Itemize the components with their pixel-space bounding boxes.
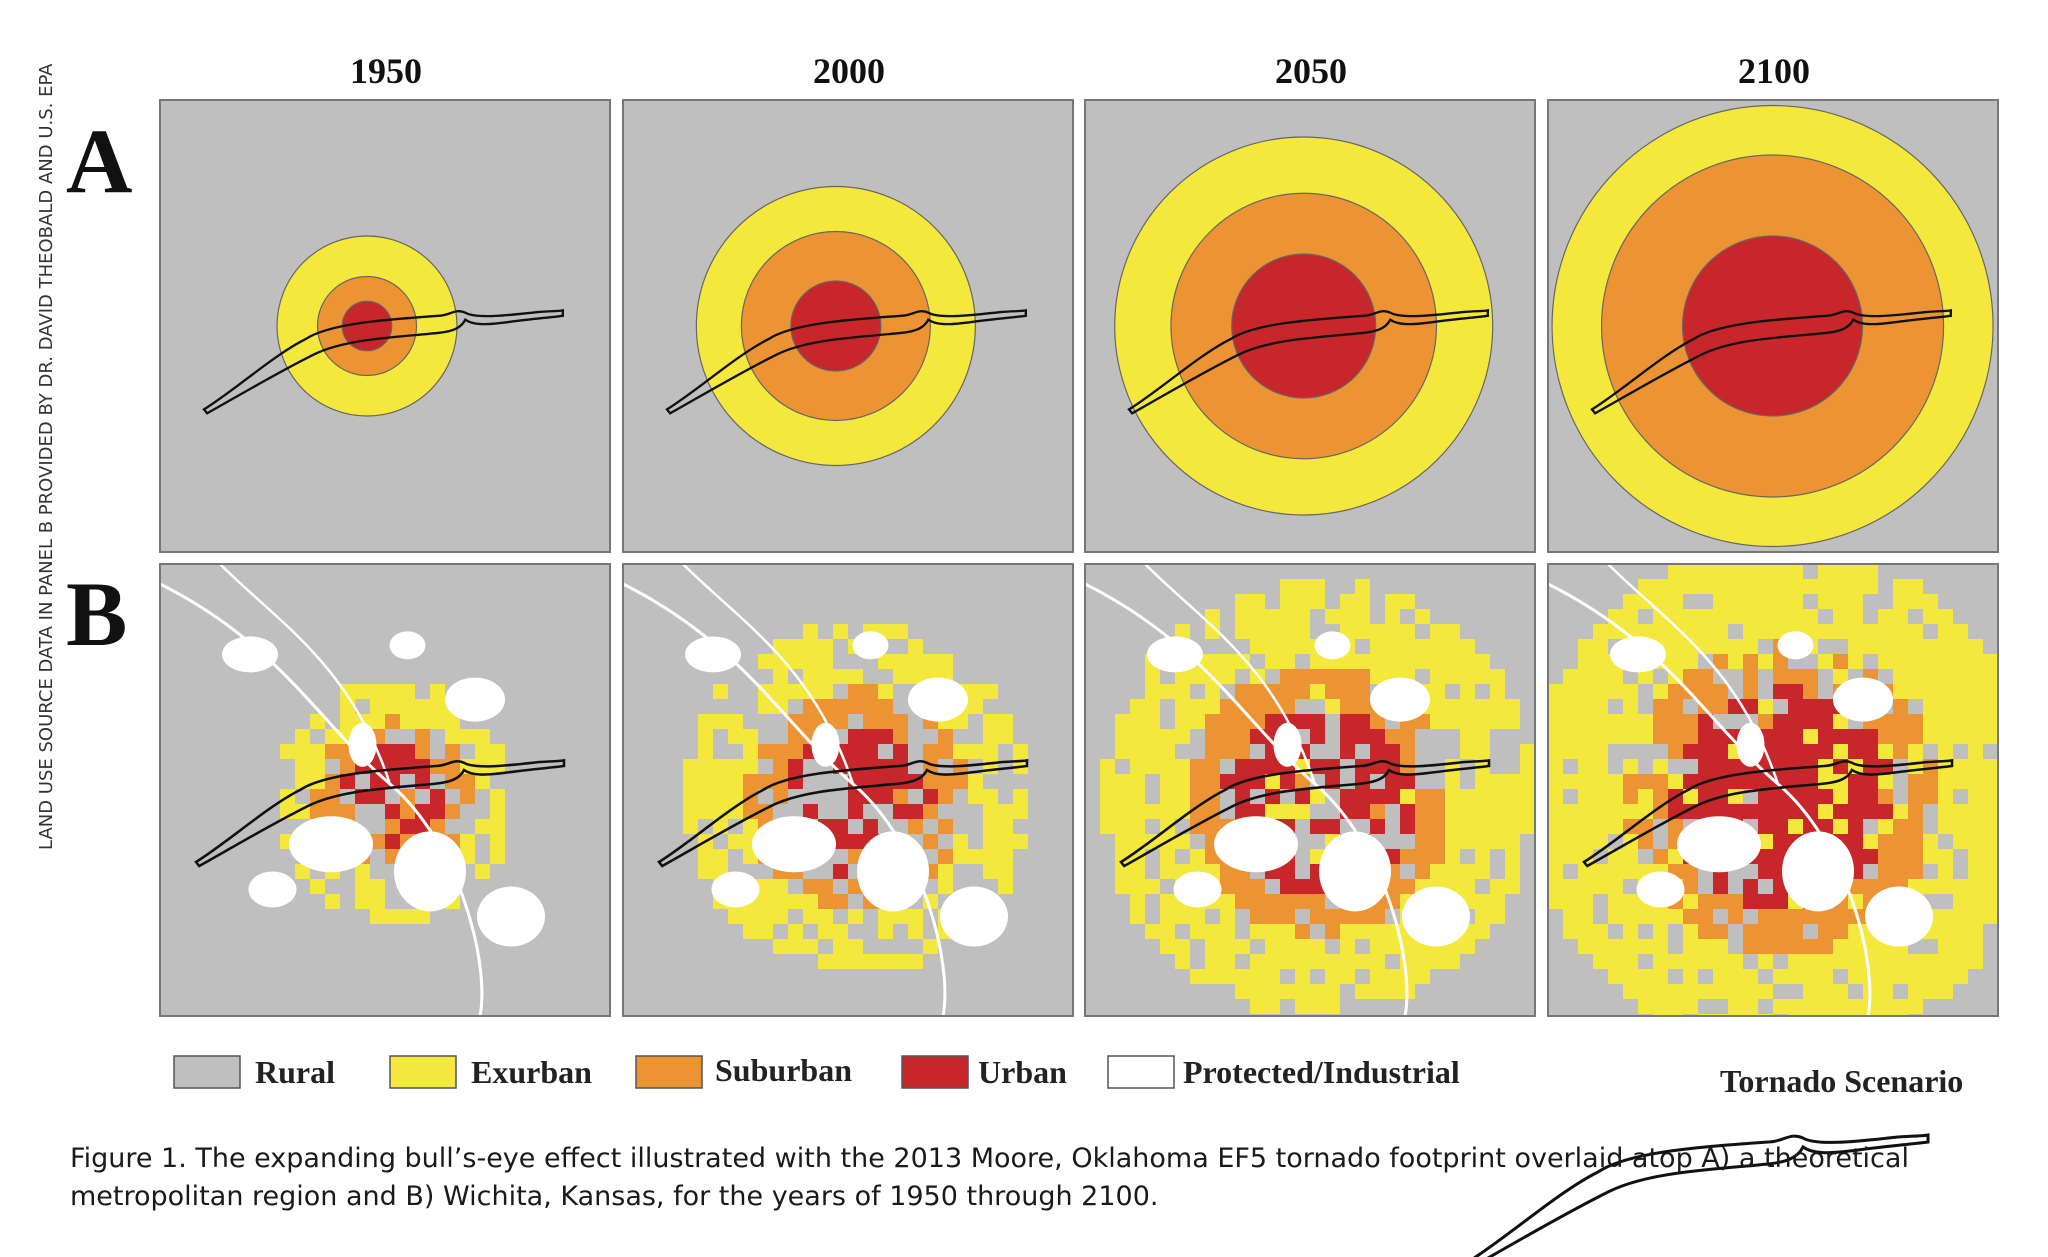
protected-area bbox=[348, 722, 377, 767]
protected-area bbox=[1865, 886, 1933, 947]
protected-area bbox=[1402, 886, 1470, 947]
year-label-2000: 2000 bbox=[813, 51, 885, 91]
urban-core bbox=[1231, 253, 1377, 399]
protected-area bbox=[1319, 831, 1391, 912]
protected-area bbox=[394, 831, 466, 912]
river bbox=[1607, 564, 1780, 785]
protected-area bbox=[1677, 816, 1761, 873]
legend-swatch-rural bbox=[173, 1055, 241, 1089]
protected-area bbox=[685, 636, 741, 673]
urban-core bbox=[790, 280, 882, 372]
protected-area bbox=[1782, 831, 1854, 912]
protected-area bbox=[1273, 722, 1302, 767]
protected-area bbox=[1736, 722, 1765, 767]
legend-swatch-urban bbox=[901, 1055, 969, 1089]
legend-label-exurban: Exurban bbox=[471, 1054, 592, 1090]
source-note: LAND USE SOURCE DATA IN PANEL B PROVIDED… bbox=[36, 63, 57, 850]
protected-area bbox=[852, 631, 889, 660]
protected-area bbox=[1636, 871, 1685, 908]
protected-area bbox=[1610, 636, 1666, 673]
river bbox=[682, 564, 855, 785]
protected-area bbox=[248, 871, 297, 908]
protected-area bbox=[940, 886, 1008, 947]
protected-area bbox=[752, 816, 836, 873]
panel-a-2100 bbox=[1547, 99, 1999, 553]
protected-area bbox=[445, 677, 505, 722]
protected-area bbox=[289, 816, 373, 873]
protected-area bbox=[711, 871, 760, 908]
panel-a-1950 bbox=[159, 99, 611, 553]
protected-area bbox=[1833, 677, 1893, 722]
legend-label-urban: Urban bbox=[978, 1054, 1067, 1090]
panel-a-2000 bbox=[622, 99, 1074, 553]
protected-area bbox=[1214, 816, 1298, 873]
protected-area bbox=[389, 631, 426, 660]
protected-area bbox=[1314, 631, 1351, 660]
legend-swatch-protected bbox=[1107, 1055, 1175, 1089]
protected-area bbox=[857, 831, 929, 912]
panel-b-2100 bbox=[1547, 563, 1999, 1017]
protected-area bbox=[1147, 636, 1203, 673]
legend-label-protected: Protected/Industrial bbox=[1183, 1054, 1460, 1090]
year-label-2050: 2050 bbox=[1275, 51, 1347, 91]
panel-b-1950 bbox=[159, 563, 611, 1017]
legend-label-suburban: Suburban bbox=[715, 1052, 852, 1088]
year-label-2100: 2100 bbox=[1738, 51, 1810, 91]
legend: Rural Exurban Suburban Urban Protected/I… bbox=[173, 1052, 1963, 1257]
legend-label-tornado: Tornado Scenario bbox=[1720, 1063, 1963, 1099]
river bbox=[219, 564, 392, 785]
legend-swatch-suburban bbox=[635, 1055, 703, 1089]
panel-b-2000 bbox=[622, 563, 1074, 1017]
river bbox=[1144, 564, 1317, 785]
panel-a-letter: A bbox=[66, 110, 132, 212]
protected-area bbox=[477, 886, 545, 947]
protected-area bbox=[1777, 631, 1814, 660]
panel-a-row bbox=[159, 99, 1999, 553]
panel-b-2050 bbox=[1084, 563, 1536, 1017]
protected-area bbox=[811, 722, 840, 767]
panel-b-letter: B bbox=[66, 563, 127, 665]
protected-area bbox=[222, 636, 278, 673]
figure-caption: Figure 1. The expanding bull’s-eye effec… bbox=[70, 1143, 1909, 1212]
protected-area bbox=[1370, 677, 1430, 722]
panel-b-row bbox=[159, 563, 1999, 1017]
year-label-1950: 1950 bbox=[350, 51, 422, 91]
protected-area bbox=[1173, 871, 1222, 908]
protected-area bbox=[908, 677, 968, 722]
legend-swatch-exurban bbox=[389, 1055, 457, 1089]
urban-core bbox=[1681, 235, 1864, 417]
legend-label-rural: Rural bbox=[255, 1054, 335, 1090]
panel-a-2050 bbox=[1084, 99, 1536, 553]
